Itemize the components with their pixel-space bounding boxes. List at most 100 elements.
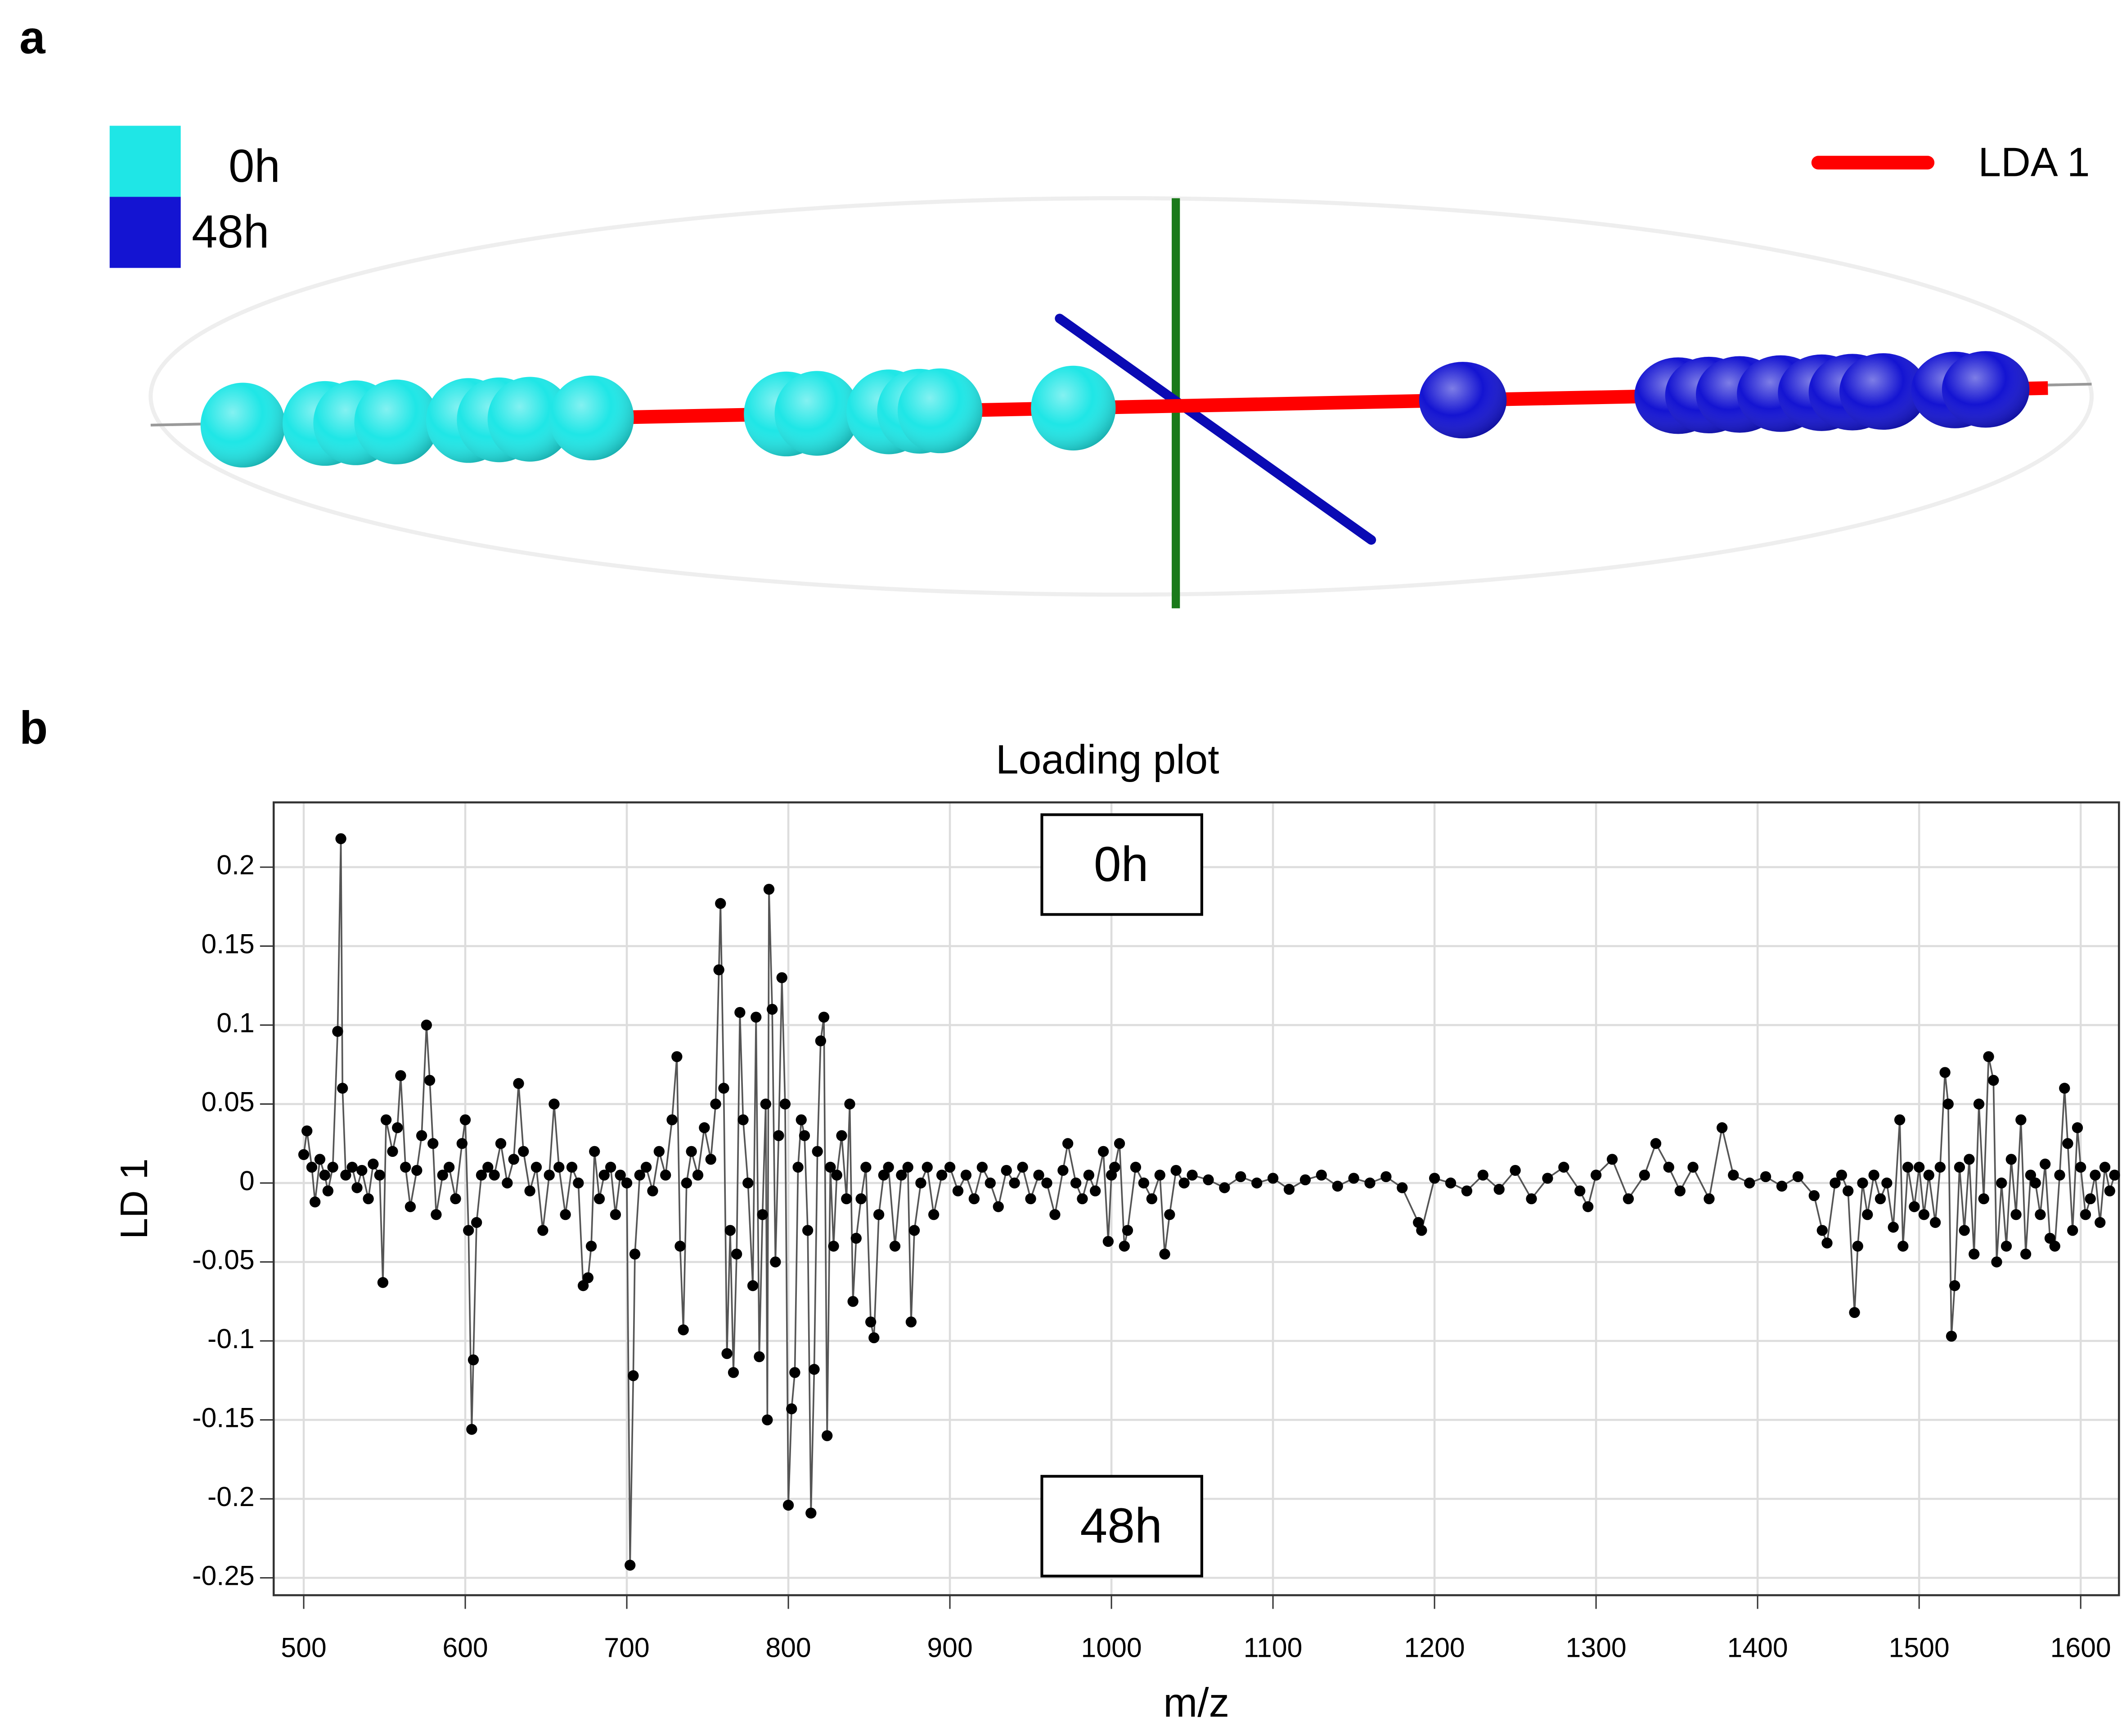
- point: [1792, 1171, 1804, 1183]
- point: [560, 1209, 571, 1220]
- point: [742, 1177, 754, 1189]
- point: [831, 1169, 842, 1181]
- x-tick-label: 1000: [1081, 1633, 1142, 1663]
- point: [427, 1138, 439, 1149]
- point: [1203, 1174, 1214, 1186]
- point: [387, 1146, 398, 1157]
- x-tick-label: 1500: [1889, 1633, 1950, 1663]
- point: [1849, 1307, 1860, 1318]
- point: [2095, 1217, 2106, 1228]
- point: [1983, 1051, 1994, 1062]
- point: [309, 1196, 321, 1208]
- point: [628, 1370, 639, 1381]
- point: [1397, 1182, 1408, 1193]
- point: [666, 1114, 678, 1125]
- point: [828, 1241, 839, 1252]
- point: [692, 1169, 704, 1181]
- point: [1836, 1169, 1847, 1181]
- point: [1159, 1248, 1170, 1260]
- point: [818, 1012, 830, 1023]
- point: [660, 1169, 671, 1181]
- point: [776, 972, 787, 983]
- point: [431, 1209, 442, 1220]
- point: [337, 1083, 348, 1094]
- point: [805, 1507, 817, 1519]
- point: [647, 1185, 658, 1196]
- point: [2067, 1225, 2078, 1236]
- point: [809, 1364, 820, 1375]
- point: [2104, 1185, 2115, 1196]
- point: [1959, 1225, 1970, 1236]
- point: [589, 1146, 600, 1157]
- point: [1988, 1075, 1999, 1086]
- point: [1934, 1161, 1946, 1173]
- point: [855, 1193, 867, 1205]
- point: [766, 1003, 778, 1015]
- point: [524, 1185, 535, 1196]
- point: [1897, 1241, 1909, 1252]
- legend-label: LDA 1: [1978, 140, 2090, 185]
- point: [1939, 1067, 1951, 1078]
- point: [2109, 1169, 2120, 1181]
- point: [1049, 1209, 1061, 1220]
- point: [1996, 1177, 2007, 1189]
- annotation-box: [1040, 1475, 1203, 1578]
- point: [960, 1169, 972, 1181]
- point: [1114, 1138, 1125, 1149]
- point: [1170, 1165, 1182, 1176]
- point: [1009, 1177, 1020, 1189]
- point: [896, 1169, 907, 1181]
- annotation-box: [1040, 813, 1203, 916]
- y-tick-label: -0.1: [207, 1323, 255, 1354]
- point: [582, 1272, 594, 1283]
- point: [2040, 1158, 2051, 1170]
- point: [2090, 1169, 2101, 1181]
- point: [2005, 1154, 2017, 1165]
- point: [731, 1248, 742, 1260]
- point: [878, 1169, 890, 1181]
- point: [437, 1169, 448, 1181]
- point: [905, 1316, 917, 1328]
- legend-swatch: [109, 197, 181, 268]
- point: [593, 1193, 605, 1205]
- point: [968, 1193, 980, 1205]
- point: [985, 1177, 996, 1189]
- point: [763, 884, 775, 895]
- y-tick-label: -0.2: [207, 1481, 255, 1512]
- point: [2062, 1138, 2073, 1149]
- point: [298, 1149, 310, 1160]
- point: [634, 1169, 645, 1181]
- point: [773, 1130, 784, 1141]
- point: [747, 1280, 759, 1291]
- point: [822, 1430, 833, 1441]
- panel-b: 500 600 700 800 900 1000 1100 1200 1300 1400 1500 1…: [113, 737, 2120, 1726]
- point: [1914, 1161, 1925, 1173]
- point: [1219, 1182, 1230, 1193]
- point: [1902, 1161, 1914, 1173]
- point: [1364, 1177, 1376, 1189]
- point: [699, 1122, 710, 1133]
- point: [1102, 1236, 1114, 1247]
- point: [713, 964, 724, 976]
- point: [1704, 1193, 1715, 1205]
- point: [1109, 1161, 1120, 1173]
- point: [686, 1146, 697, 1157]
- point: [2080, 1209, 2091, 1220]
- point: [363, 1193, 374, 1205]
- point: [468, 1354, 479, 1366]
- point: [1057, 1165, 1069, 1176]
- point: [377, 1277, 389, 1288]
- point: [306, 1161, 318, 1173]
- point: [1623, 1193, 1634, 1205]
- point: [1429, 1173, 1440, 1184]
- point: [1969, 1248, 1980, 1260]
- x-tick-label: 1400: [1727, 1633, 1788, 1663]
- point: [1590, 1169, 1602, 1181]
- point: [1070, 1177, 1082, 1189]
- point: [629, 1248, 641, 1260]
- point: [751, 1012, 762, 1023]
- point: [2075, 1161, 2086, 1173]
- point: [799, 1130, 810, 1141]
- point: [868, 1332, 880, 1344]
- point: [1888, 1222, 1899, 1233]
